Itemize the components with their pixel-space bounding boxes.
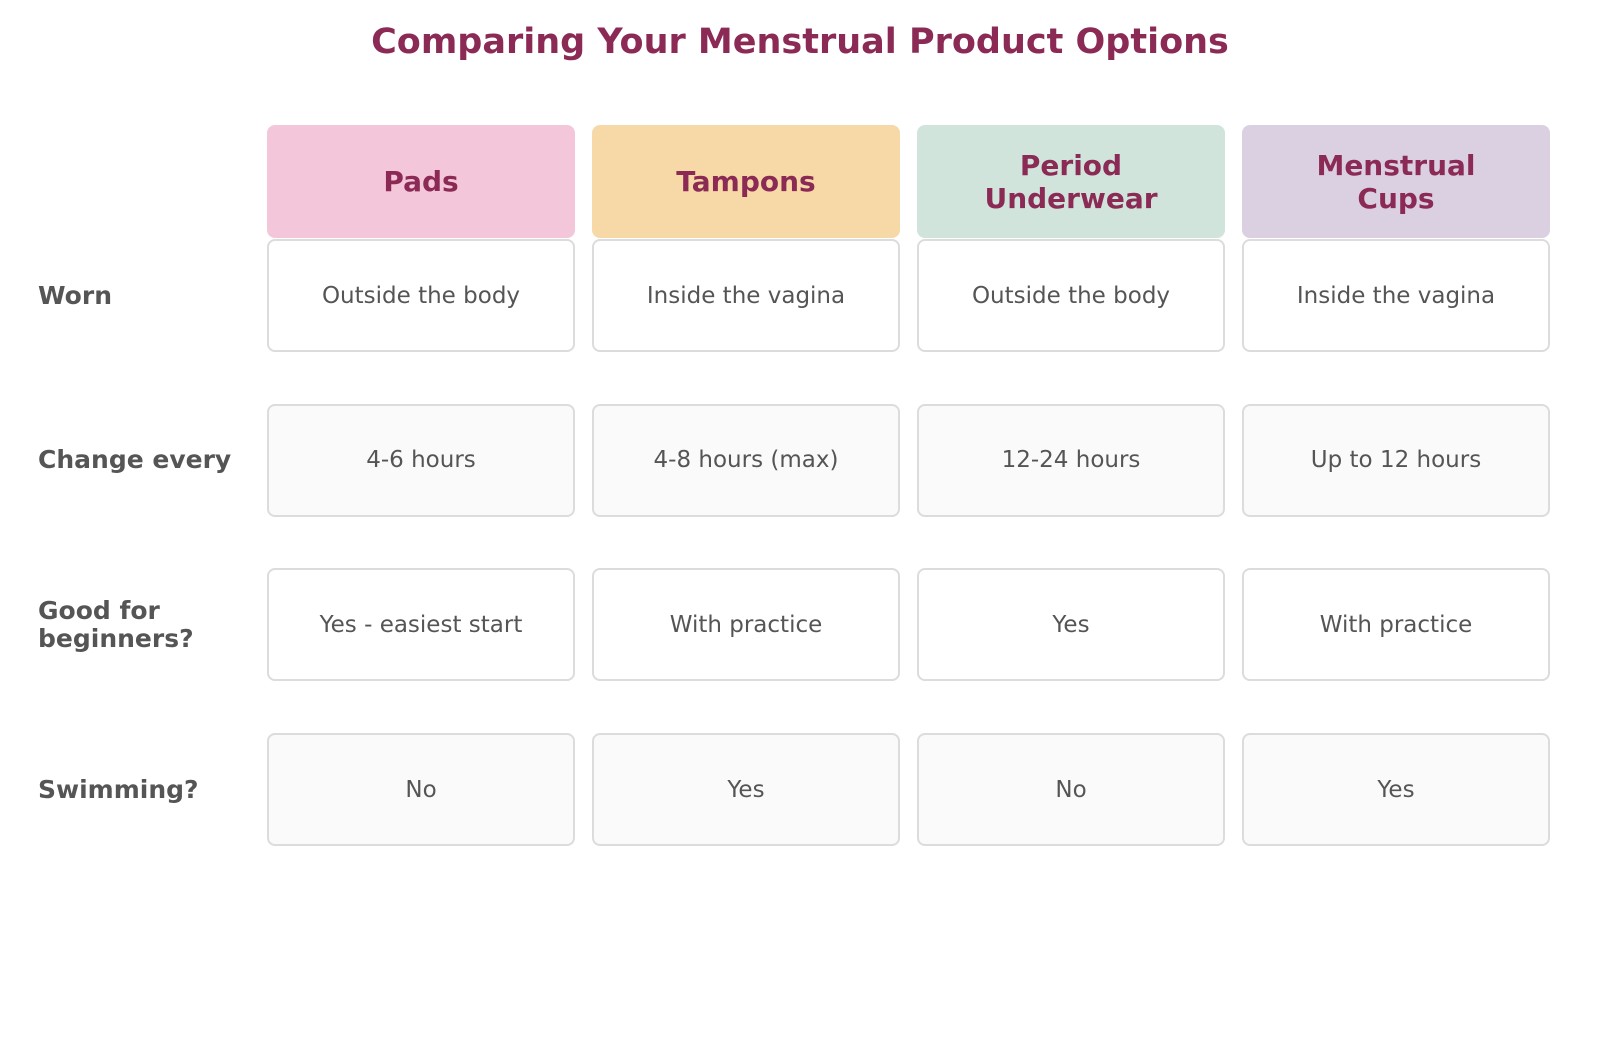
table-cell: Yes bbox=[1242, 733, 1550, 847]
table-cell: 4-6 hours bbox=[267, 403, 575, 517]
table-cell: Inside the vagina bbox=[1242, 239, 1550, 352]
table-cell: Outside the body bbox=[917, 239, 1225, 352]
column-header: Period Underwear bbox=[917, 125, 1225, 238]
row-label: Swimming? bbox=[38, 774, 199, 804]
row-label: Worn bbox=[38, 280, 112, 310]
table-cell: With practice bbox=[592, 568, 900, 682]
row-label: Good for beginners? bbox=[38, 595, 194, 653]
table-cell: Outside the body bbox=[267, 239, 575, 352]
row-label: Change every bbox=[38, 445, 232, 475]
table-cell: Up to 12 hours bbox=[1242, 403, 1550, 517]
page-title: Comparing Your Menstrual Product Options bbox=[371, 22, 1229, 62]
table-cell: Yes - easiest start bbox=[267, 568, 575, 682]
table-cell: No bbox=[917, 733, 1225, 847]
table-cell: No bbox=[267, 733, 575, 847]
table-cell: Yes bbox=[917, 568, 1225, 682]
table-cell: Inside the vagina bbox=[592, 239, 900, 352]
table-cell: With practice bbox=[1242, 568, 1550, 682]
table-cell: 12-24 hours bbox=[917, 403, 1225, 517]
column-header: Pads bbox=[267, 125, 575, 238]
column-header: Menstrual Cups bbox=[1242, 125, 1550, 238]
table-cell: 4-8 hours (max) bbox=[592, 403, 900, 517]
table-cell: Yes bbox=[592, 733, 900, 847]
column-header: Tampons bbox=[592, 125, 900, 238]
